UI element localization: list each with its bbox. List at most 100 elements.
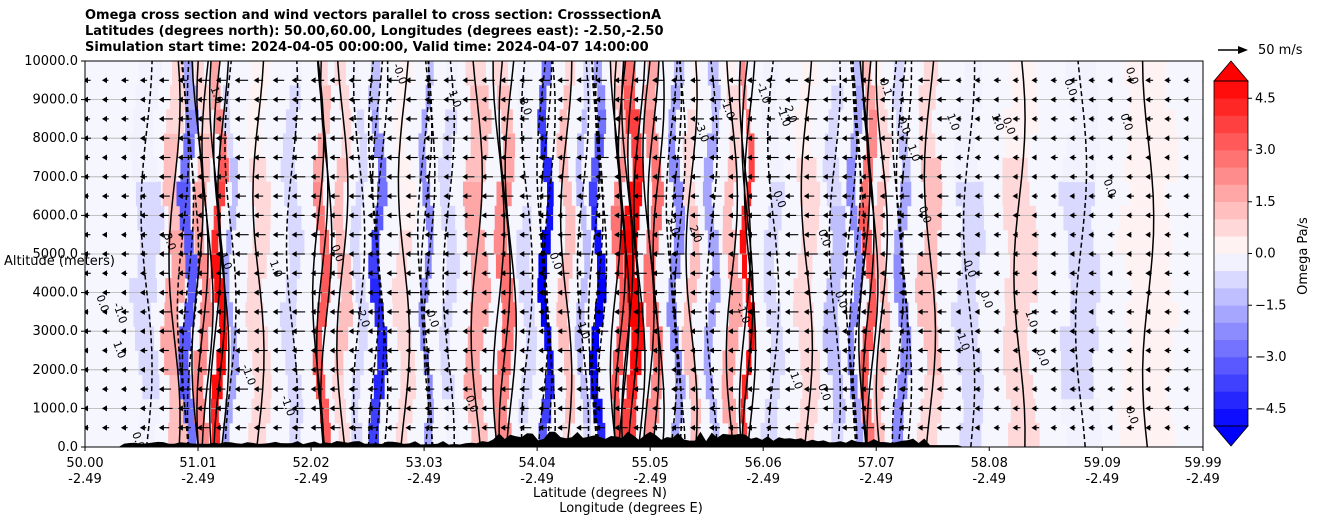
- omega-band-cell: [1129, 181, 1165, 207]
- wind-vector-head: [860, 424, 866, 431]
- omega-band-cell: [563, 181, 572, 207]
- wind-vector-head: [879, 231, 885, 238]
- omega-band-cell: [339, 85, 350, 110]
- omega-band-cell: [924, 229, 938, 255]
- wind-vector-head: [727, 289, 733, 296]
- wind-vector-head: [1107, 289, 1113, 296]
- wind-vector-head: [690, 173, 696, 180]
- wind-vector-head: [671, 328, 677, 335]
- omega-band-cell: [537, 278, 546, 303]
- colorbar-segment: [1214, 184, 1248, 203]
- wind-vector-head: [784, 193, 790, 200]
- wind-vector-head: [993, 154, 999, 161]
- wind-vector-head: [860, 366, 866, 373]
- wind-vector-head: [1050, 328, 1056, 335]
- wind-vector-head: [955, 347, 961, 354]
- wind-vector-head: [671, 135, 677, 142]
- wind-vector-head: [708, 386, 714, 393]
- omega-band-cell: [588, 350, 598, 376]
- wind-vector-head: [158, 212, 164, 219]
- wind-vector-head: [101, 251, 107, 257]
- wind-vector-head: [974, 347, 980, 354]
- wind-vector-head: [234, 173, 240, 180]
- wind-vector-head: [253, 289, 259, 296]
- wind-vector-head: [595, 173, 601, 180]
- omega-band-cell: [368, 254, 380, 279]
- wind-vector-head: [538, 405, 544, 412]
- omega-band-cell: [337, 254, 351, 279]
- wind-vector-head: [538, 173, 544, 180]
- wind-vector-head: [1031, 424, 1037, 431]
- omega-band-cell: [860, 350, 869, 376]
- wind-vector-head: [974, 328, 980, 335]
- omega-band-cell: [546, 205, 554, 231]
- y-tick-label: 6000.0: [33, 208, 79, 223]
- wind-vector-head: [784, 386, 790, 393]
- wind-vector-head: [879, 328, 885, 335]
- wind-vector-head: [367, 96, 373, 103]
- omega-band-cell: [377, 181, 388, 207]
- omega-band-cell: [540, 133, 548, 158]
- wind-vector-head: [85, 115, 88, 122]
- wind-vector-head: [196, 289, 202, 296]
- wind-vector-head: [557, 289, 563, 296]
- wind-vector-head: [746, 347, 752, 354]
- omega-band-cell: [1062, 157, 1097, 183]
- omega-band-cell: [183, 398, 195, 424]
- wind-vector-head: [500, 424, 506, 431]
- wind-vector-head: [822, 328, 828, 335]
- omega-band-cell: [495, 254, 511, 279]
- wind-vector-head: [708, 135, 714, 142]
- wind-vector-head: [215, 308, 221, 315]
- wind-vector-head: [652, 289, 658, 296]
- omega-band-cell: [316, 205, 325, 231]
- wind-vector-head: [291, 328, 297, 335]
- wind-vector-head: [1031, 173, 1037, 180]
- omega-band-cell: [501, 278, 514, 303]
- wind-vector-head: [253, 173, 259, 180]
- omega-band-cell: [580, 374, 588, 400]
- wind-vector-head: [101, 173, 107, 180]
- omega-band-cell: [494, 398, 507, 424]
- omega-band-cell: [351, 61, 359, 86]
- wind-vector-head: [1050, 308, 1056, 315]
- omega-band-cell: [668, 157, 680, 183]
- wind-vector-head: [1126, 386, 1132, 393]
- wind-vector-head: [898, 386, 904, 393]
- omega-band-cell: [322, 422, 331, 447]
- omega-band-cell: [289, 254, 301, 279]
- wind-vector-head: [462, 212, 468, 219]
- wind-vector-head: [746, 231, 752, 238]
- wind-vector-head: [822, 96, 828, 103]
- wind-vector-head: [765, 115, 771, 122]
- wind-vector-head: [519, 251, 525, 257]
- wind-vector-head: [405, 347, 411, 354]
- wind-vector-head: [405, 173, 411, 180]
- omega-band-cell: [632, 157, 644, 183]
- wind-vector-head: [538, 96, 544, 103]
- omega-band-cell: [925, 181, 943, 207]
- omega-band-cell: [957, 278, 976, 303]
- omega-band-cell: [282, 133, 294, 158]
- wind-vector-head: [424, 77, 430, 84]
- wind-vector-head: [690, 308, 696, 315]
- wind-vector-head: [860, 173, 866, 180]
- wind-vector-head: [595, 212, 601, 219]
- colorbar-segment: [1214, 339, 1248, 358]
- wind-vector-head: [974, 115, 980, 122]
- chart-title: Omega cross section and wind vectors par…: [85, 8, 664, 56]
- wind-vector-head: [955, 154, 961, 161]
- wind-vector-head: [822, 115, 828, 122]
- wind-vector-head: [367, 405, 373, 412]
- omega-band-cell: [793, 278, 812, 303]
- wind-vector-head: [158, 328, 164, 335]
- y-tick-label: 8000.0: [33, 131, 79, 146]
- colorbar-segment: [1214, 374, 1248, 392]
- wind-vector-head: [310, 96, 316, 103]
- wind-vector-head: [310, 154, 316, 161]
- wind-vector-head: [633, 193, 639, 200]
- omega-band-cell: [1003, 205, 1036, 231]
- wind-vector-head: [765, 424, 771, 431]
- wind-vector-head: [386, 173, 392, 180]
